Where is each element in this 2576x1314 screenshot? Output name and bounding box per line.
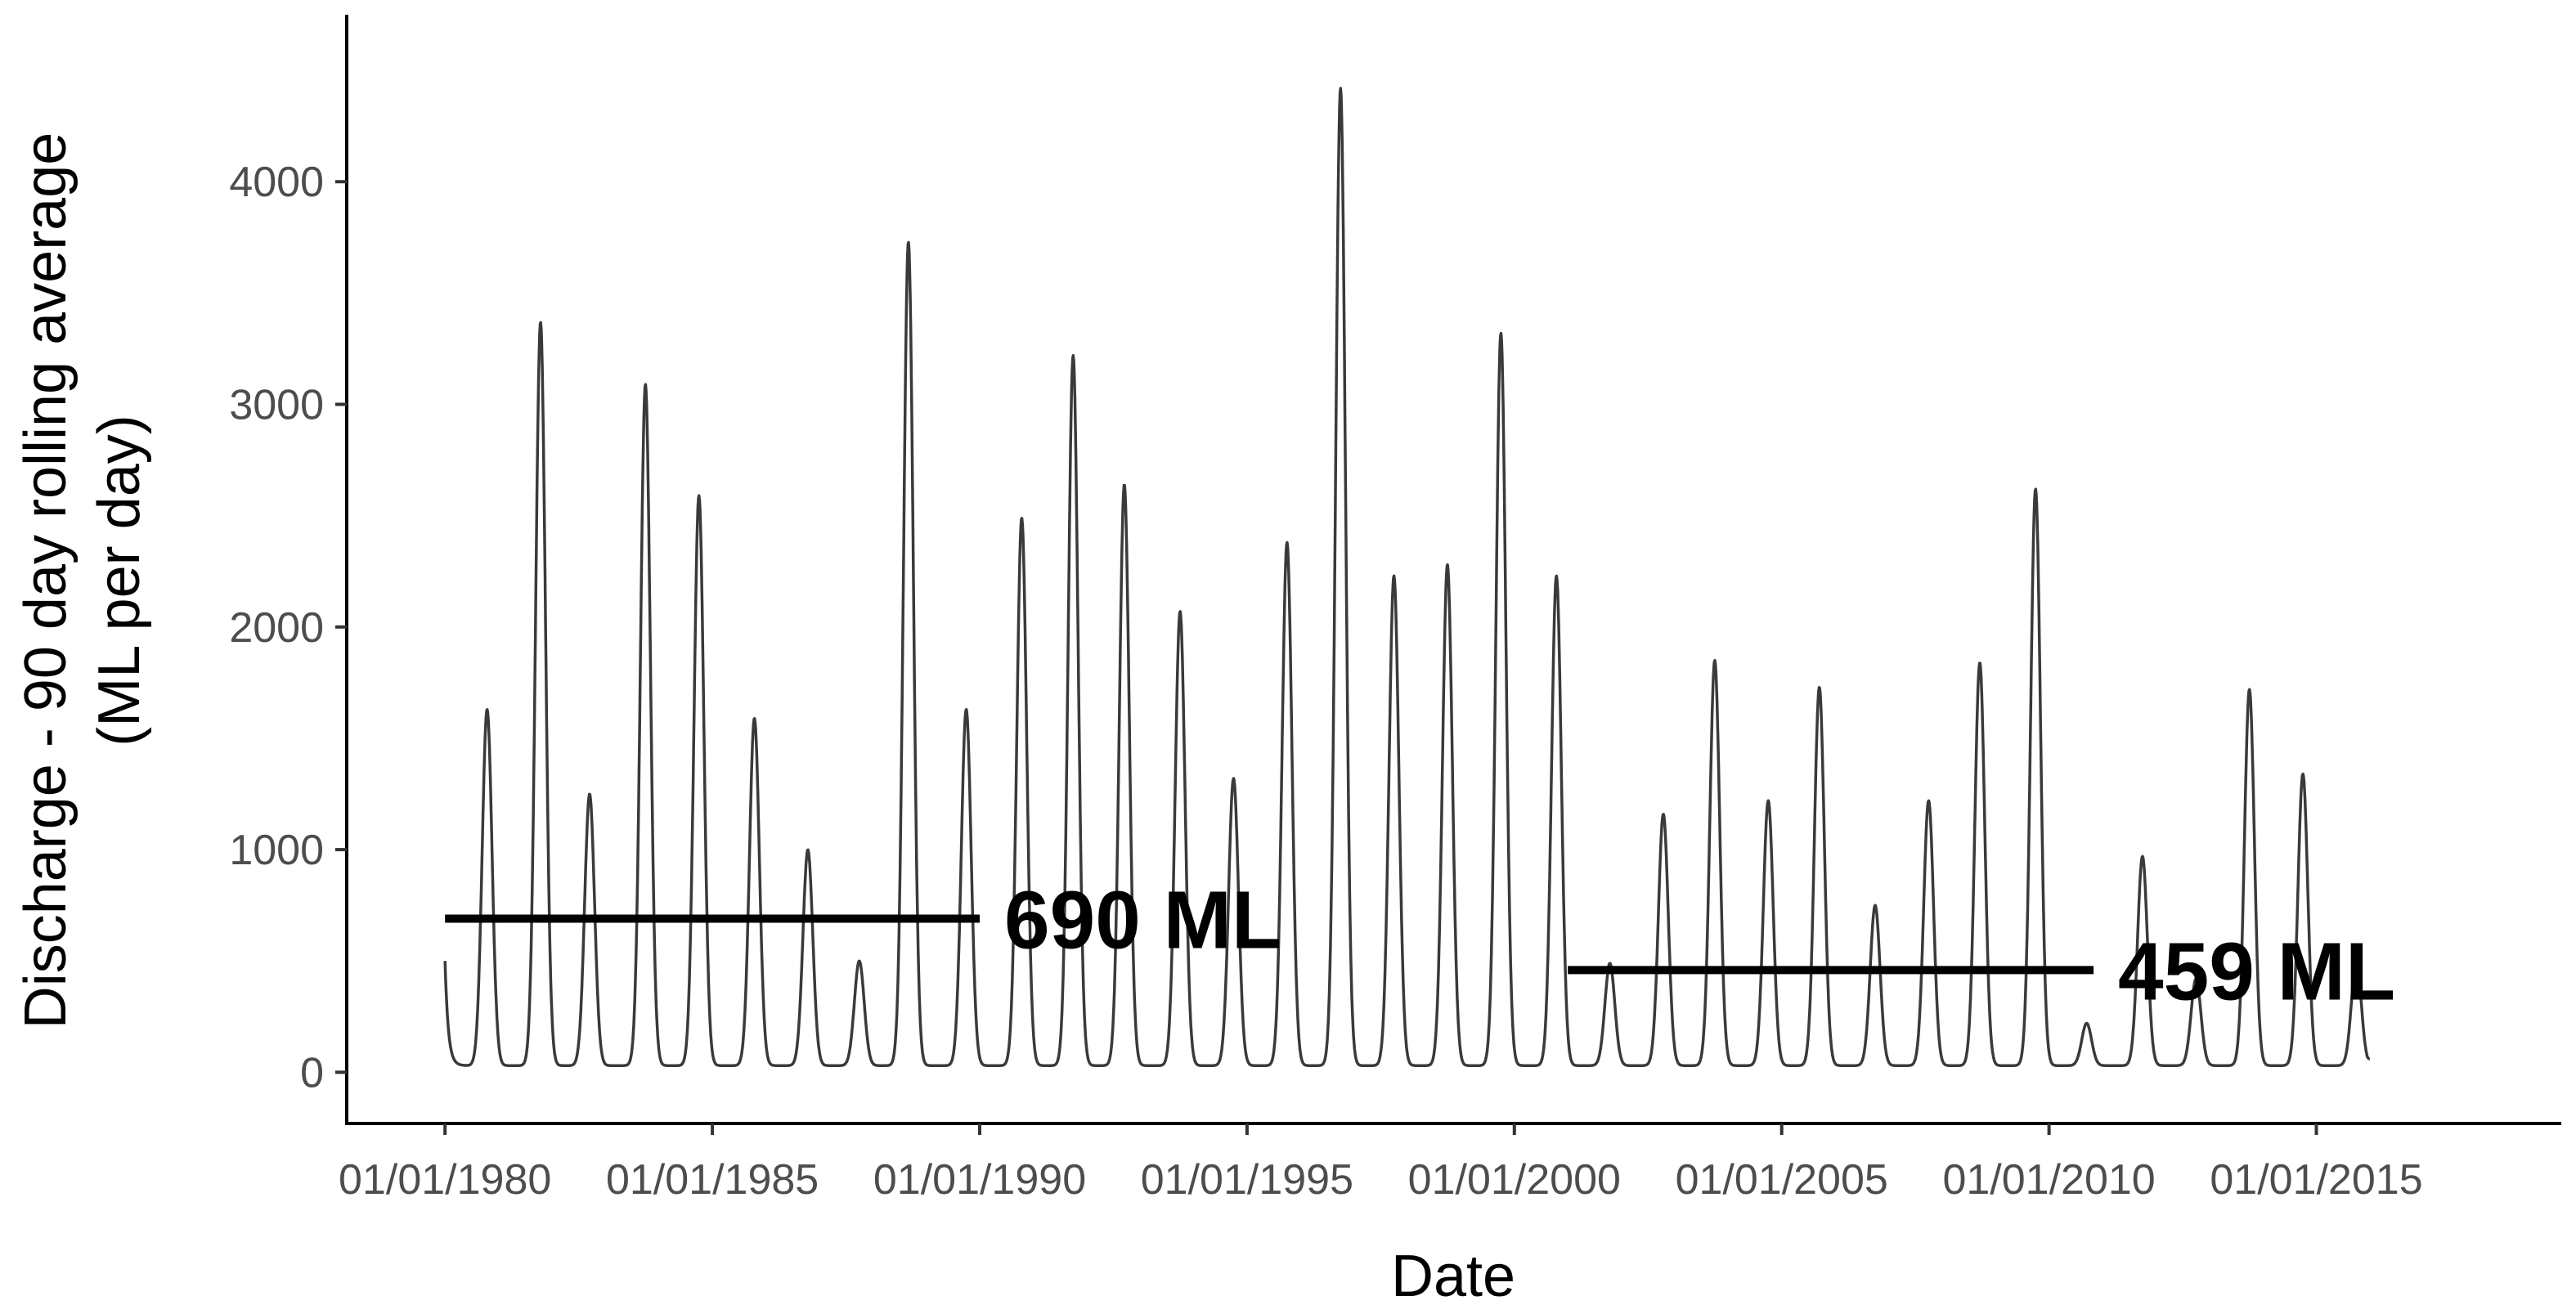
y-tick-label: 0	[300, 1049, 324, 1096]
x-tick-label: 01/01/2010	[1942, 1156, 2155, 1204]
y-tick-label: 2000	[229, 604, 324, 652]
y-tick-label: 4000	[229, 159, 324, 206]
x-tick-label: 01/01/1990	[873, 1156, 1086, 1204]
x-tick-label: 01/01/2005	[1676, 1156, 1888, 1204]
x-tick-label: 01/01/1985	[606, 1156, 819, 1204]
y-axis-title-line1: Discharge - 90 day rolling average	[13, 132, 79, 1029]
y-tick-label: 3000	[229, 382, 324, 429]
x-tick-label: 01/01/1995	[1141, 1156, 1353, 1204]
x-tick-label: 01/01/2015	[2210, 1156, 2422, 1204]
x-axis-title: Date	[1391, 1244, 1515, 1309]
x-tick-label: 01/01/2000	[1408, 1156, 1621, 1204]
x-axis-ticks: 01/01/1980 01/01/1985 01/01/1990 01/01/1995…	[339, 1123, 2423, 1204]
mean-label-2: 459 ML	[2118, 926, 2395, 1017]
y-axis-ticks: 0 1000 2000 3000 4000	[229, 159, 347, 1096]
x-tick-label: 01/01/1980	[339, 1156, 551, 1204]
y-axis-title: Discharge - 90 day rolling average (ML p…	[13, 132, 152, 1029]
mean-annotations: 690 ML 459 ML	[445, 874, 2395, 1017]
y-axis-title-line2: (ML per day)	[87, 415, 152, 746]
y-tick-label: 1000	[229, 827, 324, 874]
discharge-series-line	[443, 87, 2371, 1067]
mean-label-1: 690 ML	[1004, 874, 1281, 966]
